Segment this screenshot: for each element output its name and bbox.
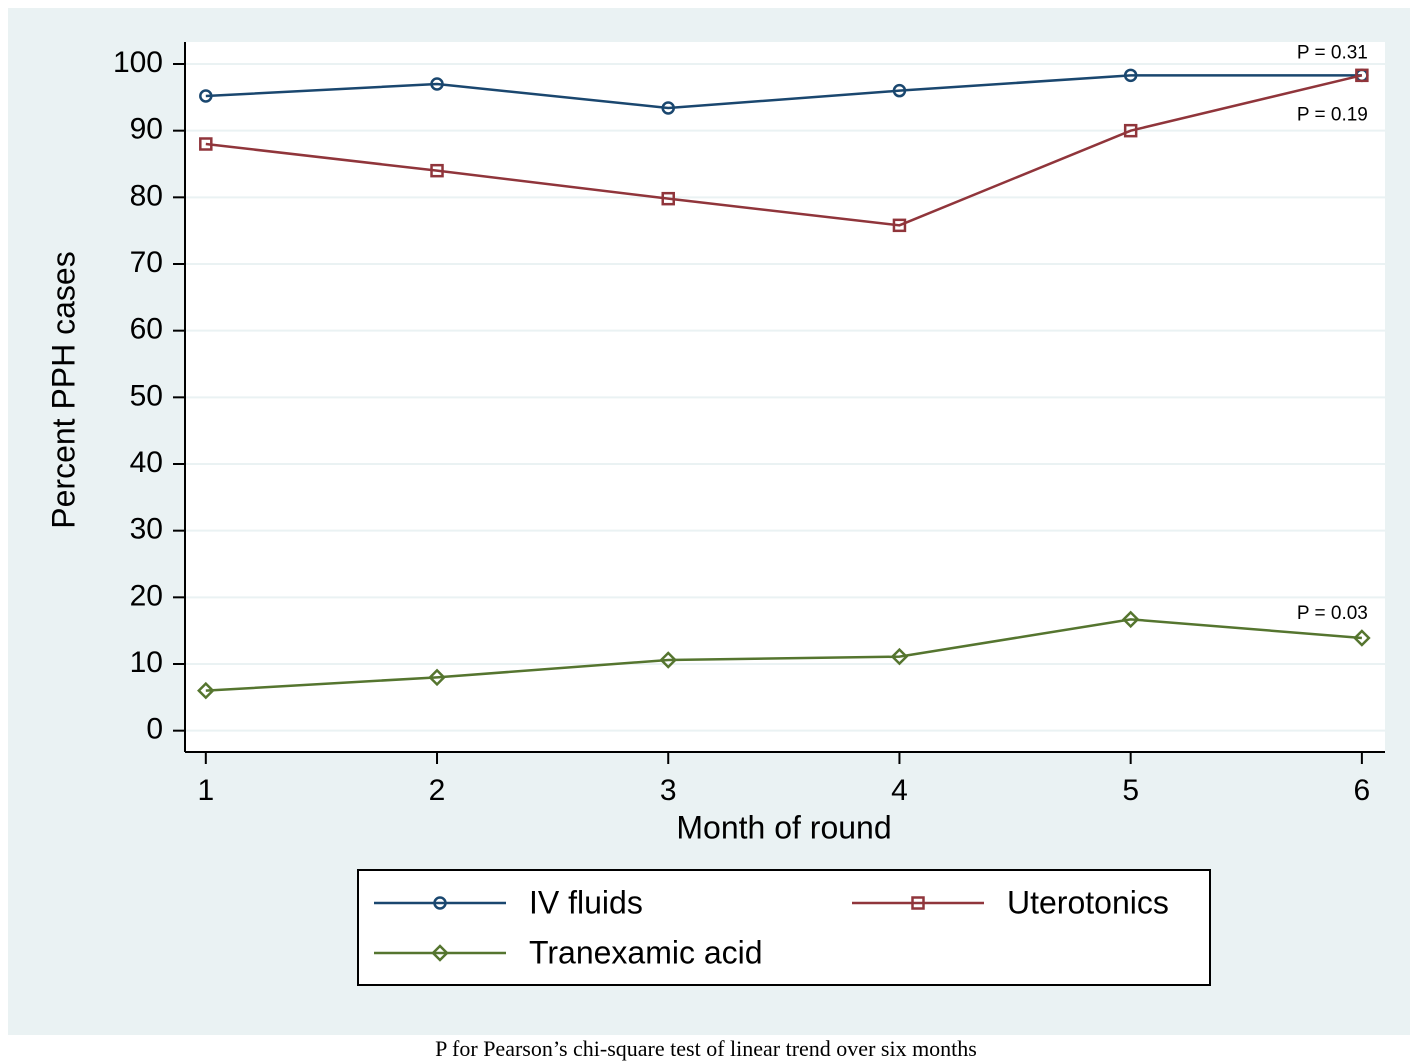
legend-label: IV fluids [529,884,643,920]
legend-label: Tranexamic acid [529,934,763,970]
x-tick-label: 3 [660,774,677,807]
x-axis-title: Month of round [676,809,891,845]
x-tick-label: 2 [429,774,446,807]
x-tick-label: 1 [197,774,214,807]
x-tick-label: 6 [1354,774,1371,807]
legend-marker [431,944,449,962]
y-tick-label: 0 [146,713,163,746]
y-tick-label: 90 [130,113,163,146]
marker [661,191,675,206]
y-axis-title: Percent PPH cases [45,251,81,528]
x-tick-label: 4 [891,774,908,807]
marker [430,163,444,178]
annotation: P = 0.31 [1297,42,1368,63]
marker [892,83,907,98]
marker [199,89,213,103]
marker [1123,68,1138,83]
y-tick-label: 30 [130,513,163,546]
marker [661,101,675,115]
series-line [205,74,1362,110]
legend-marker [433,896,447,910]
x-tick-label: 5 [1122,774,1139,807]
y-tick-label: 100 [113,46,163,79]
y-tick-label: 70 [130,246,163,279]
marker [430,77,444,91]
marker [890,647,909,666]
legend-label: Uterotonics [1007,884,1169,920]
legend-marker [911,896,925,910]
y-tick-label: 40 [130,446,163,479]
y-tick-label: 20 [130,579,163,612]
y-tick-label: 60 [130,313,163,346]
annotation: P = 0.19 [1297,104,1368,125]
y-tick-label: 50 [130,379,163,412]
series-line [205,74,1363,227]
marker [1353,629,1371,647]
caption: P for Pearson’s chi-square test of linea… [435,1036,977,1061]
marker [197,681,215,700]
series-line [205,618,1362,692]
marker [1121,610,1140,629]
annotation: P = 0.03 [1297,603,1368,624]
y-tick-label: 10 [130,646,163,679]
y-tick-label: 80 [130,179,163,212]
legend [357,869,1211,986]
marker [1123,123,1138,138]
marker [892,218,907,233]
marker [199,137,213,151]
marker [1355,68,1369,83]
marker [659,651,678,669]
marker [428,668,446,687]
